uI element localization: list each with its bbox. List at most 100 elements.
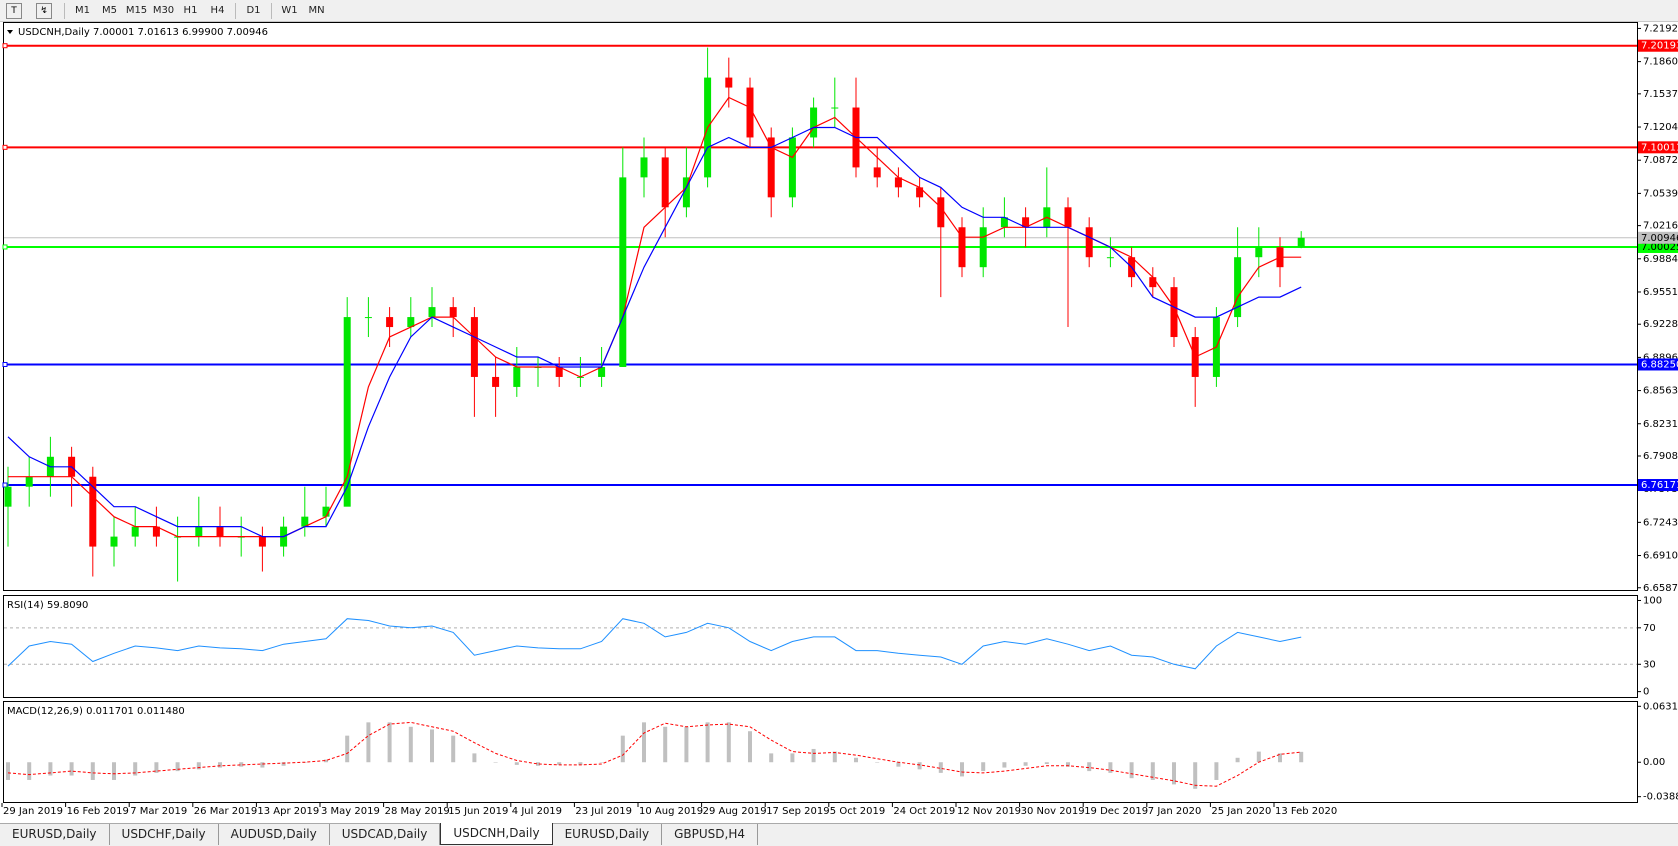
x-tick-label: 19 Dec 2019: [1084, 806, 1148, 817]
timeframe-button[interactable]: H1: [183, 5, 198, 16]
y-tick-label: 6.85635: [1643, 386, 1678, 397]
candle-body: [555, 366, 563, 377]
text-tool[interactable]: T: [6, 2, 22, 19]
candle-body: [1000, 217, 1008, 228]
macd-bar: [1044, 762, 1049, 765]
candle-body: [1149, 277, 1157, 288]
candle-body: [89, 476, 97, 547]
candle-body: [746, 87, 754, 138]
candle-body: [1255, 247, 1263, 258]
macd-bar: [642, 722, 646, 763]
candle-body: [131, 526, 139, 537]
x-tick-label: 16 Feb 2019: [67, 806, 129, 817]
candle-body: [894, 177, 902, 188]
x-tick-label: 17 Sep 2019: [766, 806, 829, 817]
candle-body: [810, 107, 818, 138]
timeframe-button[interactable]: D1: [246, 5, 261, 16]
candle-body: [640, 157, 648, 178]
macd-bar: [938, 762, 943, 773]
timeframe-button[interactable]: M15: [125, 5, 148, 16]
y-tick-label: 6.92285: [1643, 319, 1678, 330]
x-tick-label: 24 Oct 2019: [893, 806, 955, 817]
candle-body: [407, 317, 415, 328]
macd-bar: [748, 731, 752, 763]
moving-average: [7, 126, 1302, 538]
macd-bar: [48, 762, 53, 776]
macd-bar: [1299, 751, 1304, 763]
macd-bar: [90, 762, 95, 780]
x-tick-label: 15 Jun 2019: [448, 806, 508, 817]
macd-bar: [917, 762, 922, 770]
macd-bar: [1066, 762, 1070, 767]
candle-body: [958, 227, 966, 268]
separator: [271, 2, 272, 19]
candle-body: [152, 526, 160, 537]
x-tick-label: 7 Jan 2020: [1148, 806, 1202, 817]
candle-body: [937, 197, 945, 228]
x-tick-label: 13 Apr 2019: [257, 806, 319, 817]
level-handle: [2, 244, 8, 250]
panel-title: RSI(14) 59.8090: [7, 600, 88, 611]
timeframe-button[interactable]: M30: [152, 5, 175, 16]
candle-body: [1106, 257, 1114, 259]
timeframe-button[interactable]: W1: [281, 5, 298, 16]
macd-bar: [875, 762, 880, 763]
macd-bar: [960, 762, 964, 777]
macd-bar: [239, 762, 244, 767]
y-tick-label: 6.69105: [1643, 551, 1678, 562]
x-tick-label: 30 Nov 2019: [1021, 806, 1085, 817]
macd-bar: [196, 762, 201, 770]
candle-body: [4, 486, 12, 507]
chart-tab[interactable]: USDCNH,Daily: [440, 823, 553, 845]
macd-bar: [1214, 762, 1219, 780]
chart-tab[interactable]: GBPUSD,H4: [662, 824, 758, 845]
candle-body: [1022, 217, 1030, 228]
y-tick-label: 6.82310: [1643, 419, 1678, 430]
macd-bar: [1172, 762, 1176, 785]
candle-body: [492, 376, 500, 387]
candle-body: [619, 177, 627, 367]
panel-frame: [3, 595, 1638, 698]
candle-body: [470, 317, 478, 377]
y-tick-label: 6.95515: [1643, 287, 1678, 298]
macd-bar: [769, 753, 774, 763]
macd-bar: [514, 762, 519, 765]
level-handle: [2, 144, 8, 150]
candle-body: [767, 137, 775, 198]
y-tick-label: 6.72430: [1643, 517, 1678, 528]
y-tick-label: 70: [1643, 623, 1656, 634]
x-tick-label: 29 Jan 2019: [3, 806, 63, 817]
chart-tab[interactable]: EURUSD,Daily: [553, 824, 663, 845]
level-handle: [2, 482, 8, 488]
timeframe-button[interactable]: MN: [308, 5, 325, 16]
chart-tab[interactable]: EURUSD,Daily: [0, 824, 110, 845]
macd-bar: [472, 753, 477, 763]
chart-tab[interactable]: AUDUSD,Daily: [219, 824, 330, 845]
candle-body: [682, 177, 690, 208]
chart-tab[interactable]: USDCHF,Daily: [110, 824, 219, 845]
macd-bar: [6, 762, 10, 780]
candle-body: [873, 167, 881, 178]
chart-tab[interactable]: USDCAD,Daily: [330, 824, 441, 845]
timeframe-button[interactable]: M1: [75, 5, 90, 16]
y-tick-label: 6.98840: [1643, 254, 1678, 265]
timeframe-button[interactable]: H4: [210, 5, 225, 16]
level-price-label: 7.00025: [1641, 242, 1678, 253]
macd-bar: [1278, 753, 1282, 763]
x-tick-label: 12 Nov 2019: [957, 806, 1021, 817]
y-tick-label: 0: [1643, 687, 1649, 698]
candle-body: [216, 526, 224, 537]
level-price-box: [1638, 141, 1678, 154]
macd-bar: [599, 762, 604, 763]
macd-bar: [1150, 762, 1155, 780]
x-tick-label: 5 Oct 2019: [830, 806, 885, 817]
timeframe-button[interactable]: M5: [102, 5, 117, 16]
candle-body: [725, 77, 733, 88]
level-price-label: 6.76171: [1641, 480, 1678, 491]
macd-bar: [345, 735, 350, 763]
candle-body: [979, 227, 987, 268]
draw-tool[interactable]: ↯: [36, 2, 52, 19]
candle-body: [386, 317, 394, 328]
y-tick-label: 30: [1643, 659, 1656, 670]
